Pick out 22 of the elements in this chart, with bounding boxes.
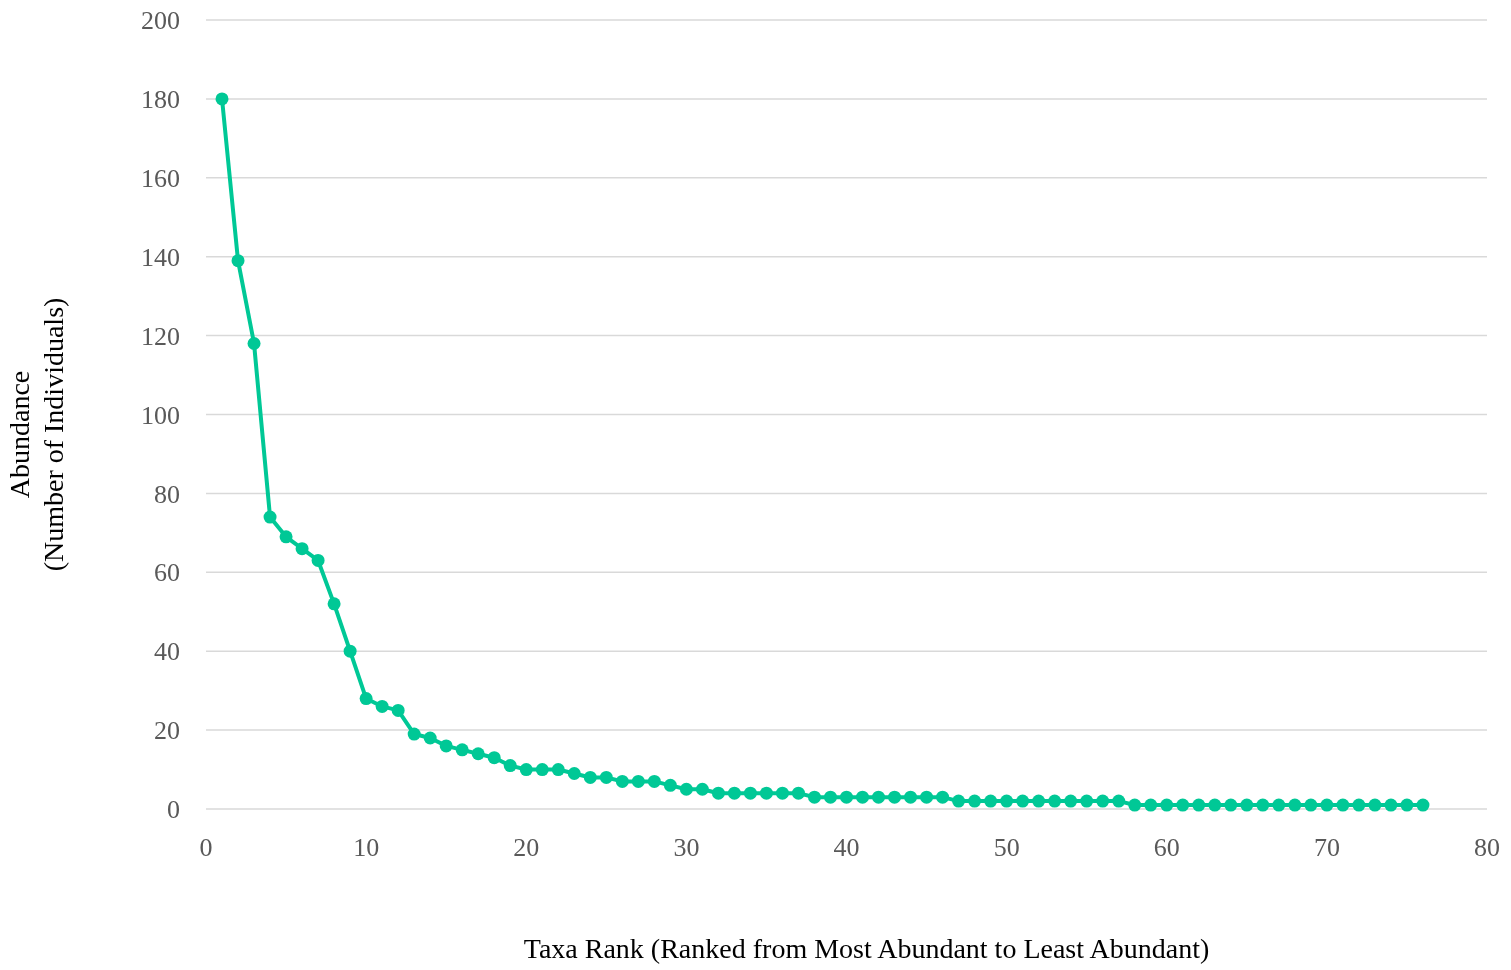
x-tick-label: 60 [1153, 833, 1180, 862]
y-tick-label: 160 [141, 163, 180, 193]
y-tick-label: 120 [141, 321, 180, 351]
y-tick-label: 80 [154, 479, 180, 509]
y-tick-label: 0 [167, 795, 180, 825]
y-tick-label: 20 [154, 716, 180, 746]
y-tick-label: 140 [141, 242, 180, 272]
x-tick-label: 30 [673, 833, 700, 862]
x-tick-label: 40 [833, 833, 860, 862]
x-tick-label: 20 [513, 833, 540, 862]
x-tick-label: 50 [993, 833, 1020, 862]
y-tick-label: 40 [154, 637, 180, 667]
x-tick-label: 10 [353, 833, 380, 862]
x-tick-label: 70 [1313, 833, 1340, 862]
y-tick-label: 180 [141, 85, 180, 114]
x-axis-title: Taxa Rank (Ranked from Most Abundant to Least Abundant) [523, 933, 1210, 964]
y-tick-label: 200 [141, 6, 180, 36]
x-tick-label: 80 [1474, 833, 1500, 862]
y-axis-title: Abundance (Number of Individuals) [4, 297, 69, 572]
x-tick-label: 0 [199, 833, 213, 862]
y-tick-label: 100 [141, 400, 180, 430]
y-tick-label: 60 [154, 558, 180, 588]
